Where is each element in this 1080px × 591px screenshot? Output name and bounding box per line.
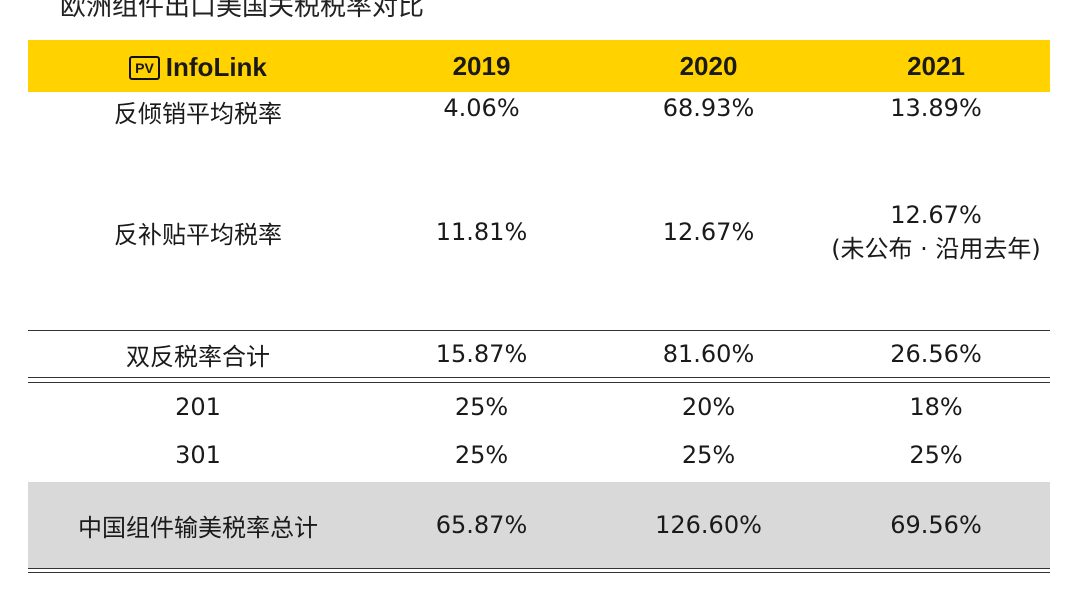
table-row-combined: 双反税率合计 15.87% 81.60% 26.56% <box>28 331 1050 377</box>
row-value: 13.89% <box>890 94 982 122</box>
row-label: 201 <box>175 393 221 421</box>
row-label: 双反税率合计 <box>126 342 270 371</box>
table-header: PV InfoLink 2019 2020 2021 <box>28 40 1050 92</box>
row-value: 4.06% <box>443 94 520 122</box>
row-value: 12.67% <box>890 200 982 229</box>
row-value: 20% <box>681 393 736 421</box>
tariff-table: PV InfoLink 2019 2020 2021 反倾销平均税率 4.06%… <box>28 40 1050 573</box>
row-value: 18% <box>909 393 963 421</box>
double-divider <box>28 377 1050 383</box>
cropped-title: 欧洲组件出口美国关税税率对比 <box>60 0 425 22</box>
value-note: (未公布 · 沿用去年) <box>831 234 1041 263</box>
row-value: 25% <box>454 441 509 469</box>
divider <box>28 330 1050 331</box>
row-value: 68.93% <box>662 94 755 122</box>
row-value: 126.60% <box>655 511 762 539</box>
header-year: 2021 <box>907 50 965 81</box>
row-label: 反补贴平均税率 <box>114 220 282 249</box>
infolink-logo: PV InfoLink <box>28 52 368 83</box>
row-value: 69.56% <box>890 511 982 539</box>
row-value: 25% <box>909 441 963 469</box>
bottom-border <box>28 568 1050 573</box>
row-value: 12.67% <box>662 218 755 246</box>
row-value: 26.56% <box>890 340 982 368</box>
row-value: 25% <box>681 441 736 469</box>
row-value-with-note: 12.67% (未公布 · 沿用去年) <box>822 201 1050 264</box>
pv-badge-icon: PV <box>129 55 160 80</box>
table-row-countervailing: 反补贴平均税率 11.81% 12.67% 12.67% (未公布 · 沿用去年… <box>28 144 1050 330</box>
row-value: 65.87% <box>435 511 528 539</box>
table-row-301: 301 25% 25% 25% <box>28 431 1050 479</box>
table-row-antidumping: 反倾销平均税率 4.06% 68.93% 13.89% <box>28 92 1050 144</box>
header-year: 2020 <box>679 50 738 81</box>
table-row-total: 中国组件输美税率总计 65.87% 126.60% 69.56% <box>28 482 1050 568</box>
header-logo-cell: PV InfoLink <box>28 49 368 84</box>
row-value: 15.87% <box>435 340 528 368</box>
row-value: 25% <box>454 393 509 421</box>
row-value: 81.60% <box>662 340 755 368</box>
row-label: 中国组件输美税率总计 <box>78 513 318 542</box>
row-label: 301 <box>175 441 221 469</box>
table-row-201: 201 25% 20% 18% <box>28 383 1050 431</box>
row-value: 11.81% <box>435 218 528 246</box>
logo-name: InfoLink <box>165 52 267 83</box>
row-label: 反倾销平均税率 <box>114 100 282 128</box>
header-year: 2019 <box>452 50 511 81</box>
